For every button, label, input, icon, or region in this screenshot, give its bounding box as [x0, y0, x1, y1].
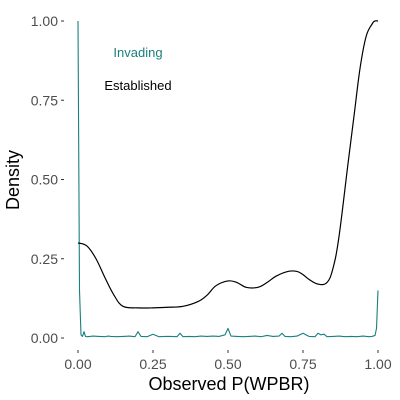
series-layer	[77, 20, 379, 338]
series-line-established	[77, 20, 379, 309]
x-tick-label: 0.50	[214, 356, 241, 372]
y-tick-label: 1.00	[31, 13, 58, 29]
x-tick-label: 1.00	[364, 356, 391, 372]
x-tick-label: 0.75	[289, 356, 316, 372]
x-axis-title: Observed P(WPBR)	[148, 374, 309, 394]
annotation-established: Established	[104, 78, 171, 93]
x-tick-label: 0.25	[139, 356, 166, 372]
x-axis: 0.00 0.25 0.50 0.75 1.00	[64, 350, 392, 372]
annotations: Invading Established	[104, 45, 171, 93]
y-tick-label: 0.00	[31, 330, 58, 346]
y-axis: 0.00 0.25 0.50 0.75 1.00	[31, 13, 64, 346]
series-line-invading	[77, 20, 379, 338]
y-axis-title: Density	[3, 150, 23, 210]
y-tick-label: 0.75	[31, 92, 58, 108]
y-tick-label: 0.25	[31, 251, 58, 267]
x-tick-label: 0.00	[64, 356, 91, 372]
y-tick-label: 0.50	[31, 172, 58, 188]
annotation-invading: Invading	[113, 45, 162, 60]
